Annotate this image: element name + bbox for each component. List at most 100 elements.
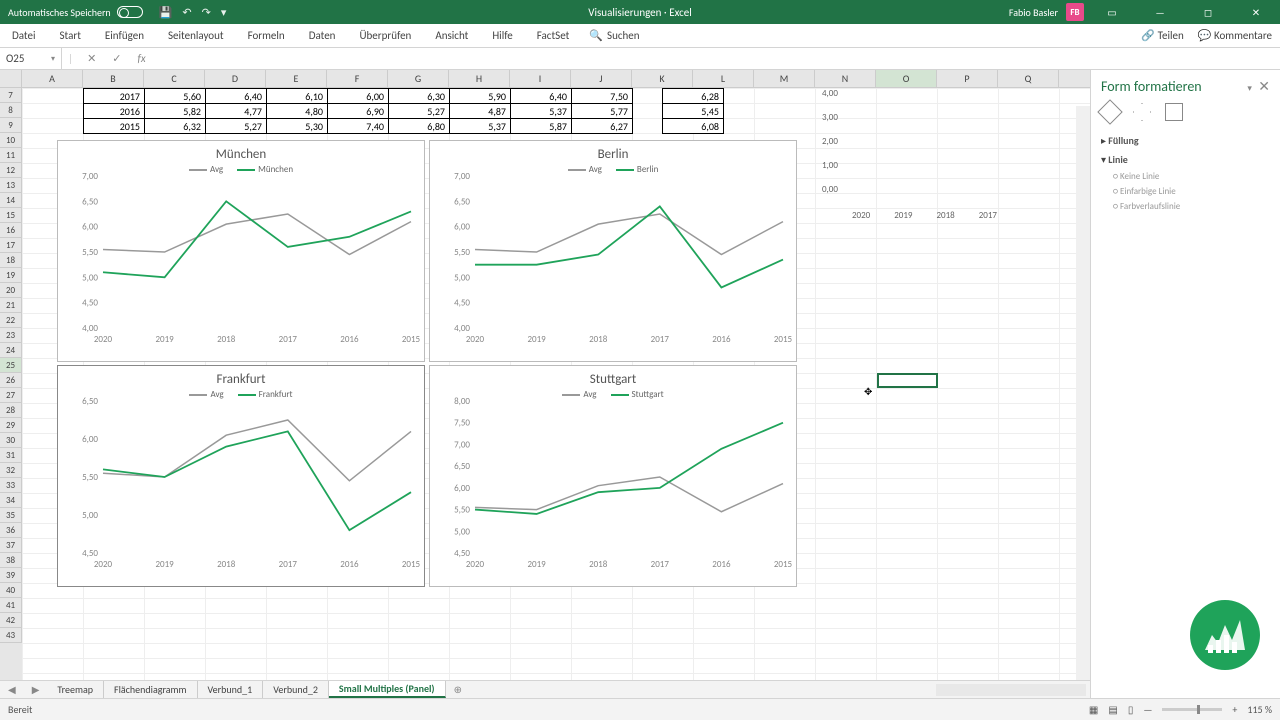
user-name[interactable]: Fabio Basler [1009,6,1058,19]
chart-stuttgart[interactable]: Stuttgart AvgStuttgart 8,007,507,006,506… [429,365,797,587]
row-header-40[interactable]: 40 [0,583,22,598]
qat-more-icon[interactable]: ▾ [221,6,227,19]
pane-dropdown-icon[interactable]: ▾ [1247,83,1252,94]
zoom-in-button[interactable]: + [1232,703,1237,716]
tab-nav-next[interactable]: ▶ [24,683,48,696]
chart-frankfurt[interactable]: Frankfurt AvgFrankfurt 6,506,005,505,004… [57,365,425,587]
size-icon[interactable] [1165,103,1183,121]
row-header-27[interactable]: 27 [0,388,22,403]
row-header-14[interactable]: 14 [0,193,22,208]
zoom-level[interactable]: 115 % [1247,703,1272,716]
row-header-30[interactable]: 30 [0,433,22,448]
tab-hilfe[interactable]: Hilfe [488,29,516,42]
col-header-I[interactable]: I [510,70,571,87]
row-header-10[interactable]: 10 [0,133,22,148]
tab-start[interactable]: Start [56,29,85,42]
add-sheet-button[interactable]: ⊕ [446,683,470,696]
row-header-20[interactable]: 20 [0,283,22,298]
sheet-tab-1[interactable]: Flächendiagramm [104,681,198,698]
row-header-18[interactable]: 18 [0,253,22,268]
tab-daten[interactable]: Daten [305,29,340,42]
redo-icon[interactable]: ↷ [202,6,211,19]
col-header-N[interactable]: N [815,70,876,87]
tab-einfuegen[interactable]: Einfügen [101,29,148,42]
effects-icon[interactable] [1133,103,1151,121]
col-header-K[interactable]: K [632,70,693,87]
row-header-32[interactable]: 32 [0,463,22,478]
row-header-24[interactable]: 24 [0,343,22,358]
tab-formeln[interactable]: Formeln [244,29,289,42]
view-layout-icon[interactable]: ▤ [1108,703,1117,716]
tab-ueberpruefen[interactable]: Überprüfen [355,29,415,42]
name-box[interactable]: O25▾ [0,48,62,69]
row-header-7[interactable]: 7 [0,88,22,103]
row-header-26[interactable]: 26 [0,373,22,388]
horizontal-scrollbar[interactable] [936,684,1086,696]
col-header-P[interactable]: P [937,70,998,87]
maximize-icon[interactable]: ◻ [1188,0,1228,24]
sheet-tab-4[interactable]: Small Multiples (Panel) [329,681,446,698]
tab-factset[interactable]: FactSet [533,29,574,42]
col-header-J[interactable]: J [571,70,632,87]
col-header-E[interactable]: E [266,70,327,87]
user-avatar[interactable]: FB [1066,3,1084,21]
close-icon[interactable]: ✕ [1236,0,1276,24]
fx-icon[interactable]: fx [130,52,154,65]
row-header-17[interactable]: 17 [0,238,22,253]
section-line[interactable]: Linie [1101,150,1270,169]
row-header-8[interactable]: 8 [0,103,22,118]
section-fill[interactable]: Füllung [1101,131,1270,150]
row-header-33[interactable]: 33 [0,478,22,493]
sheet-tab-2[interactable]: Verbund_1 [198,681,264,698]
row-header-19[interactable]: 19 [0,268,22,283]
minimize-icon[interactable]: — [1140,0,1180,24]
pane-close-icon[interactable]: ✕ [1258,78,1270,95]
row-header-16[interactable]: 16 [0,223,22,238]
view-pagebreak-icon[interactable]: ▯ [1128,703,1134,716]
toggle-icon[interactable] [117,6,143,18]
col-header-H[interactable]: H [449,70,510,87]
sheet-tab-0[interactable]: Treemap [47,681,104,698]
tab-seitenlayout[interactable]: Seitenlayout [164,29,228,42]
comments-button[interactable]: 💬 Kommentare [1198,29,1272,42]
chart-münchen[interactable]: München AvgMünchen 7,006,506,005,505,004… [57,140,425,362]
row-header-42[interactable]: 42 [0,613,22,628]
row-header-38[interactable]: 38 [0,553,22,568]
share-button[interactable]: 🔗 Teilen [1141,29,1183,42]
select-all-corner[interactable] [0,70,22,87]
row-header-34[interactable]: 34 [0,493,22,508]
ribbon-mode-icon[interactable]: ▭ [1092,0,1132,24]
row-header-41[interactable]: 41 [0,598,22,613]
row-header-22[interactable]: 22 [0,313,22,328]
col-header-A[interactable]: A [22,70,83,87]
chart-berlin[interactable]: Berlin AvgBerlin 7,006,506,005,505,004,5… [429,140,797,362]
row-header-23[interactable]: 23 [0,328,22,343]
fill-line-icon[interactable] [1097,99,1122,124]
col-header-G[interactable]: G [388,70,449,87]
selected-cell[interactable] [877,373,938,388]
col-header-O[interactable]: O [876,70,937,87]
line-option-solid[interactable]: Einfarbige Linie [1101,184,1270,199]
col-header-Q[interactable]: Q [998,70,1059,87]
col-header-C[interactable]: C [144,70,205,87]
row-header-28[interactable]: 28 [0,403,22,418]
sheet-tab-3[interactable]: Verbund_2 [263,681,329,698]
col-header-B[interactable]: B [83,70,144,87]
cancel-icon[interactable]: ✕ [79,52,104,65]
row-header-13[interactable]: 13 [0,178,22,193]
row-header-29[interactable]: 29 [0,418,22,433]
grid-area[interactable]: 20175,606,406,106,006,305,906,407,502016… [22,88,1090,698]
tab-ansicht[interactable]: Ansicht [431,29,472,42]
zoom-out-button[interactable]: — [1143,703,1152,716]
col-header-L[interactable]: L [693,70,754,87]
row-header-31[interactable]: 31 [0,448,22,463]
row-header-25[interactable]: 25 [0,358,22,373]
row-header-21[interactable]: 21 [0,298,22,313]
save-icon[interactable]: 💾 [159,6,173,19]
col-header-D[interactable]: D [205,70,266,87]
row-header-39[interactable]: 39 [0,568,22,583]
line-option-gradient[interactable]: Farbverlaufslinie [1101,199,1270,214]
autosave-toggle[interactable]: Automatisches Speichern [0,6,151,19]
col-header-M[interactable]: M [754,70,815,87]
line-option-none[interactable]: Keine Linie [1101,169,1270,184]
